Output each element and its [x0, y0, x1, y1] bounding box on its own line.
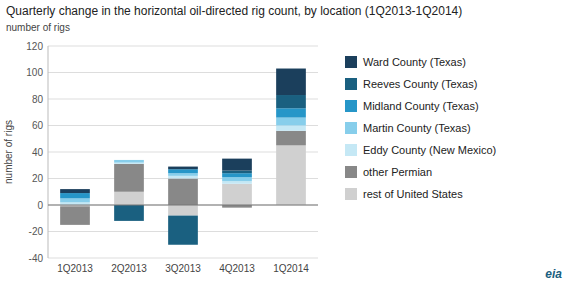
- legend-swatch: [345, 56, 357, 68]
- bar-segment: [114, 159, 144, 160]
- bar-segment: [114, 163, 144, 164]
- bar-segment: [114, 164, 144, 192]
- subtitle: number of rigs: [6, 22, 70, 33]
- legend: Ward County (Texas) Reeves County (Texas)…: [345, 56, 496, 200]
- legend-swatch: [345, 78, 357, 90]
- y-tick-label: -40: [29, 253, 44, 264]
- bar-segment: [276, 126, 306, 131]
- y-tick-label: 120: [26, 41, 43, 52]
- bar-segment: [222, 181, 252, 184]
- bar-segment: [276, 118, 306, 126]
- y-tick-label: 40: [32, 147, 44, 158]
- bar-segment: [60, 193, 90, 198]
- bar-segment: [276, 95, 306, 108]
- legend-swatch: [345, 100, 357, 112]
- x-tick-label: 2Q2013: [111, 263, 147, 274]
- bar-segment: [60, 189, 90, 193]
- bar-segment: [222, 184, 252, 205]
- bar-segment: [222, 173, 252, 177]
- y-tick-label: 20: [32, 173, 44, 184]
- y-tick-label: 60: [32, 120, 44, 131]
- x-tick-label: 1Q2013: [57, 263, 93, 274]
- bar-segment: [114, 192, 144, 205]
- bar-segment: [114, 159, 144, 160]
- bar-segment: [168, 169, 198, 173]
- bar-segment: [168, 176, 198, 179]
- legend-swatch: [345, 188, 357, 200]
- bar-segment: [222, 177, 252, 181]
- legend-entry: Ward County (Texas): [363, 56, 466, 68]
- x-tick-label: 1Q2014: [273, 263, 309, 274]
- chart: Quarterly change in the horizontal oil-d…: [0, 0, 572, 288]
- bar-segment: [168, 167, 198, 170]
- bar-segment: [222, 171, 252, 174]
- y-axis-label: number of rigs: [3, 120, 14, 184]
- bar-segment: [276, 108, 306, 117]
- bar-segment: [114, 205, 144, 221]
- legend-entry: Eddy County (New Mexico): [363, 144, 496, 156]
- annotation: eia: [545, 267, 562, 281]
- bar-segment: [114, 160, 144, 163]
- bar-segment: [168, 179, 198, 206]
- legend-entry: Martin County (Texas): [363, 122, 471, 134]
- bar-segment: [222, 159, 252, 171]
- title: Quarterly change in the horizontal oil-d…: [6, 4, 462, 18]
- bar-segment: [168, 173, 198, 176]
- y-tick-label: 0: [37, 200, 43, 211]
- x-tick-label: 3Q2013: [165, 263, 201, 274]
- y-tick-label: -20: [29, 226, 44, 237]
- bar-segment: [276, 145, 306, 205]
- legend-entry: rest of United States: [363, 188, 463, 200]
- legend-swatch: [345, 122, 357, 134]
- legend-entry: other Permian: [363, 166, 432, 178]
- legend-entry: Reeves County (Texas): [363, 78, 477, 90]
- grid-line: [48, 46, 318, 47]
- y-axis-line: [48, 46, 49, 258]
- legend-entry: Midland County (Texas): [363, 100, 479, 112]
- bar-segment: [168, 205, 198, 216]
- bar-segment: [60, 206, 90, 225]
- legend-swatch: [345, 144, 357, 156]
- grid-line: [48, 205, 318, 206]
- y-tick-label: 100: [26, 67, 43, 78]
- bar-segment: [276, 131, 306, 146]
- bar-segment: [276, 69, 306, 96]
- zero-line: [48, 205, 318, 206]
- x-tick-label: 4Q2013: [219, 263, 255, 274]
- y-tick-label: 80: [32, 94, 44, 105]
- bar-segment: [60, 198, 90, 202]
- grid-line: [48, 258, 318, 259]
- grid: [48, 46, 318, 258]
- legend-swatch: [345, 166, 357, 178]
- bars: [60, 69, 306, 245]
- bar-segment: [168, 216, 198, 245]
